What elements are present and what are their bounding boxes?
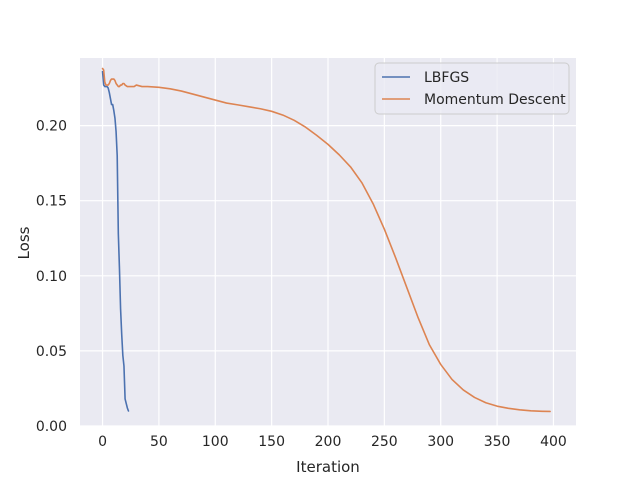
x-axis-ticks: 0 50 100 150 200 250 300 350 400 (98, 434, 567, 450)
x-tick-label: 250 (371, 434, 398, 450)
y-tick-label: 0.20 (36, 119, 67, 135)
momentum-descent-line (101, 67, 551, 413)
legend: LBFGS Momentum Descent (374, 62, 570, 115)
x-tick-label: 100 (202, 434, 229, 450)
y-tick-label: 0.00 (36, 419, 67, 435)
x-tick-label: 0 (98, 434, 107, 450)
x-tick-label: 200 (315, 434, 342, 450)
legend-label-momentum-descent: Momentum Descent (424, 92, 566, 108)
x-tick-label: 50 (150, 434, 168, 450)
y-axis-ticks: 0.00 0.05 0.10 0.15 0.20 (36, 119, 67, 435)
x-tick-label: 300 (427, 434, 454, 450)
legend-box (374, 62, 570, 115)
x-tick-label: 350 (484, 434, 511, 450)
legend-label-lbfgs: LBFGS (424, 70, 469, 86)
y-tick-label: 0.10 (36, 269, 67, 285)
x-tick-label: 400 (540, 434, 567, 450)
y-tick-label: 0.05 (36, 344, 67, 360)
y-tick-label: 0.15 (36, 194, 67, 210)
x-tick-label: 150 (258, 434, 285, 450)
series-layer (101, 67, 551, 413)
x-axis-label: Iteration (296, 458, 360, 476)
y-axis-label: Loss (15, 226, 33, 259)
lbfgs-line (101, 70, 130, 412)
